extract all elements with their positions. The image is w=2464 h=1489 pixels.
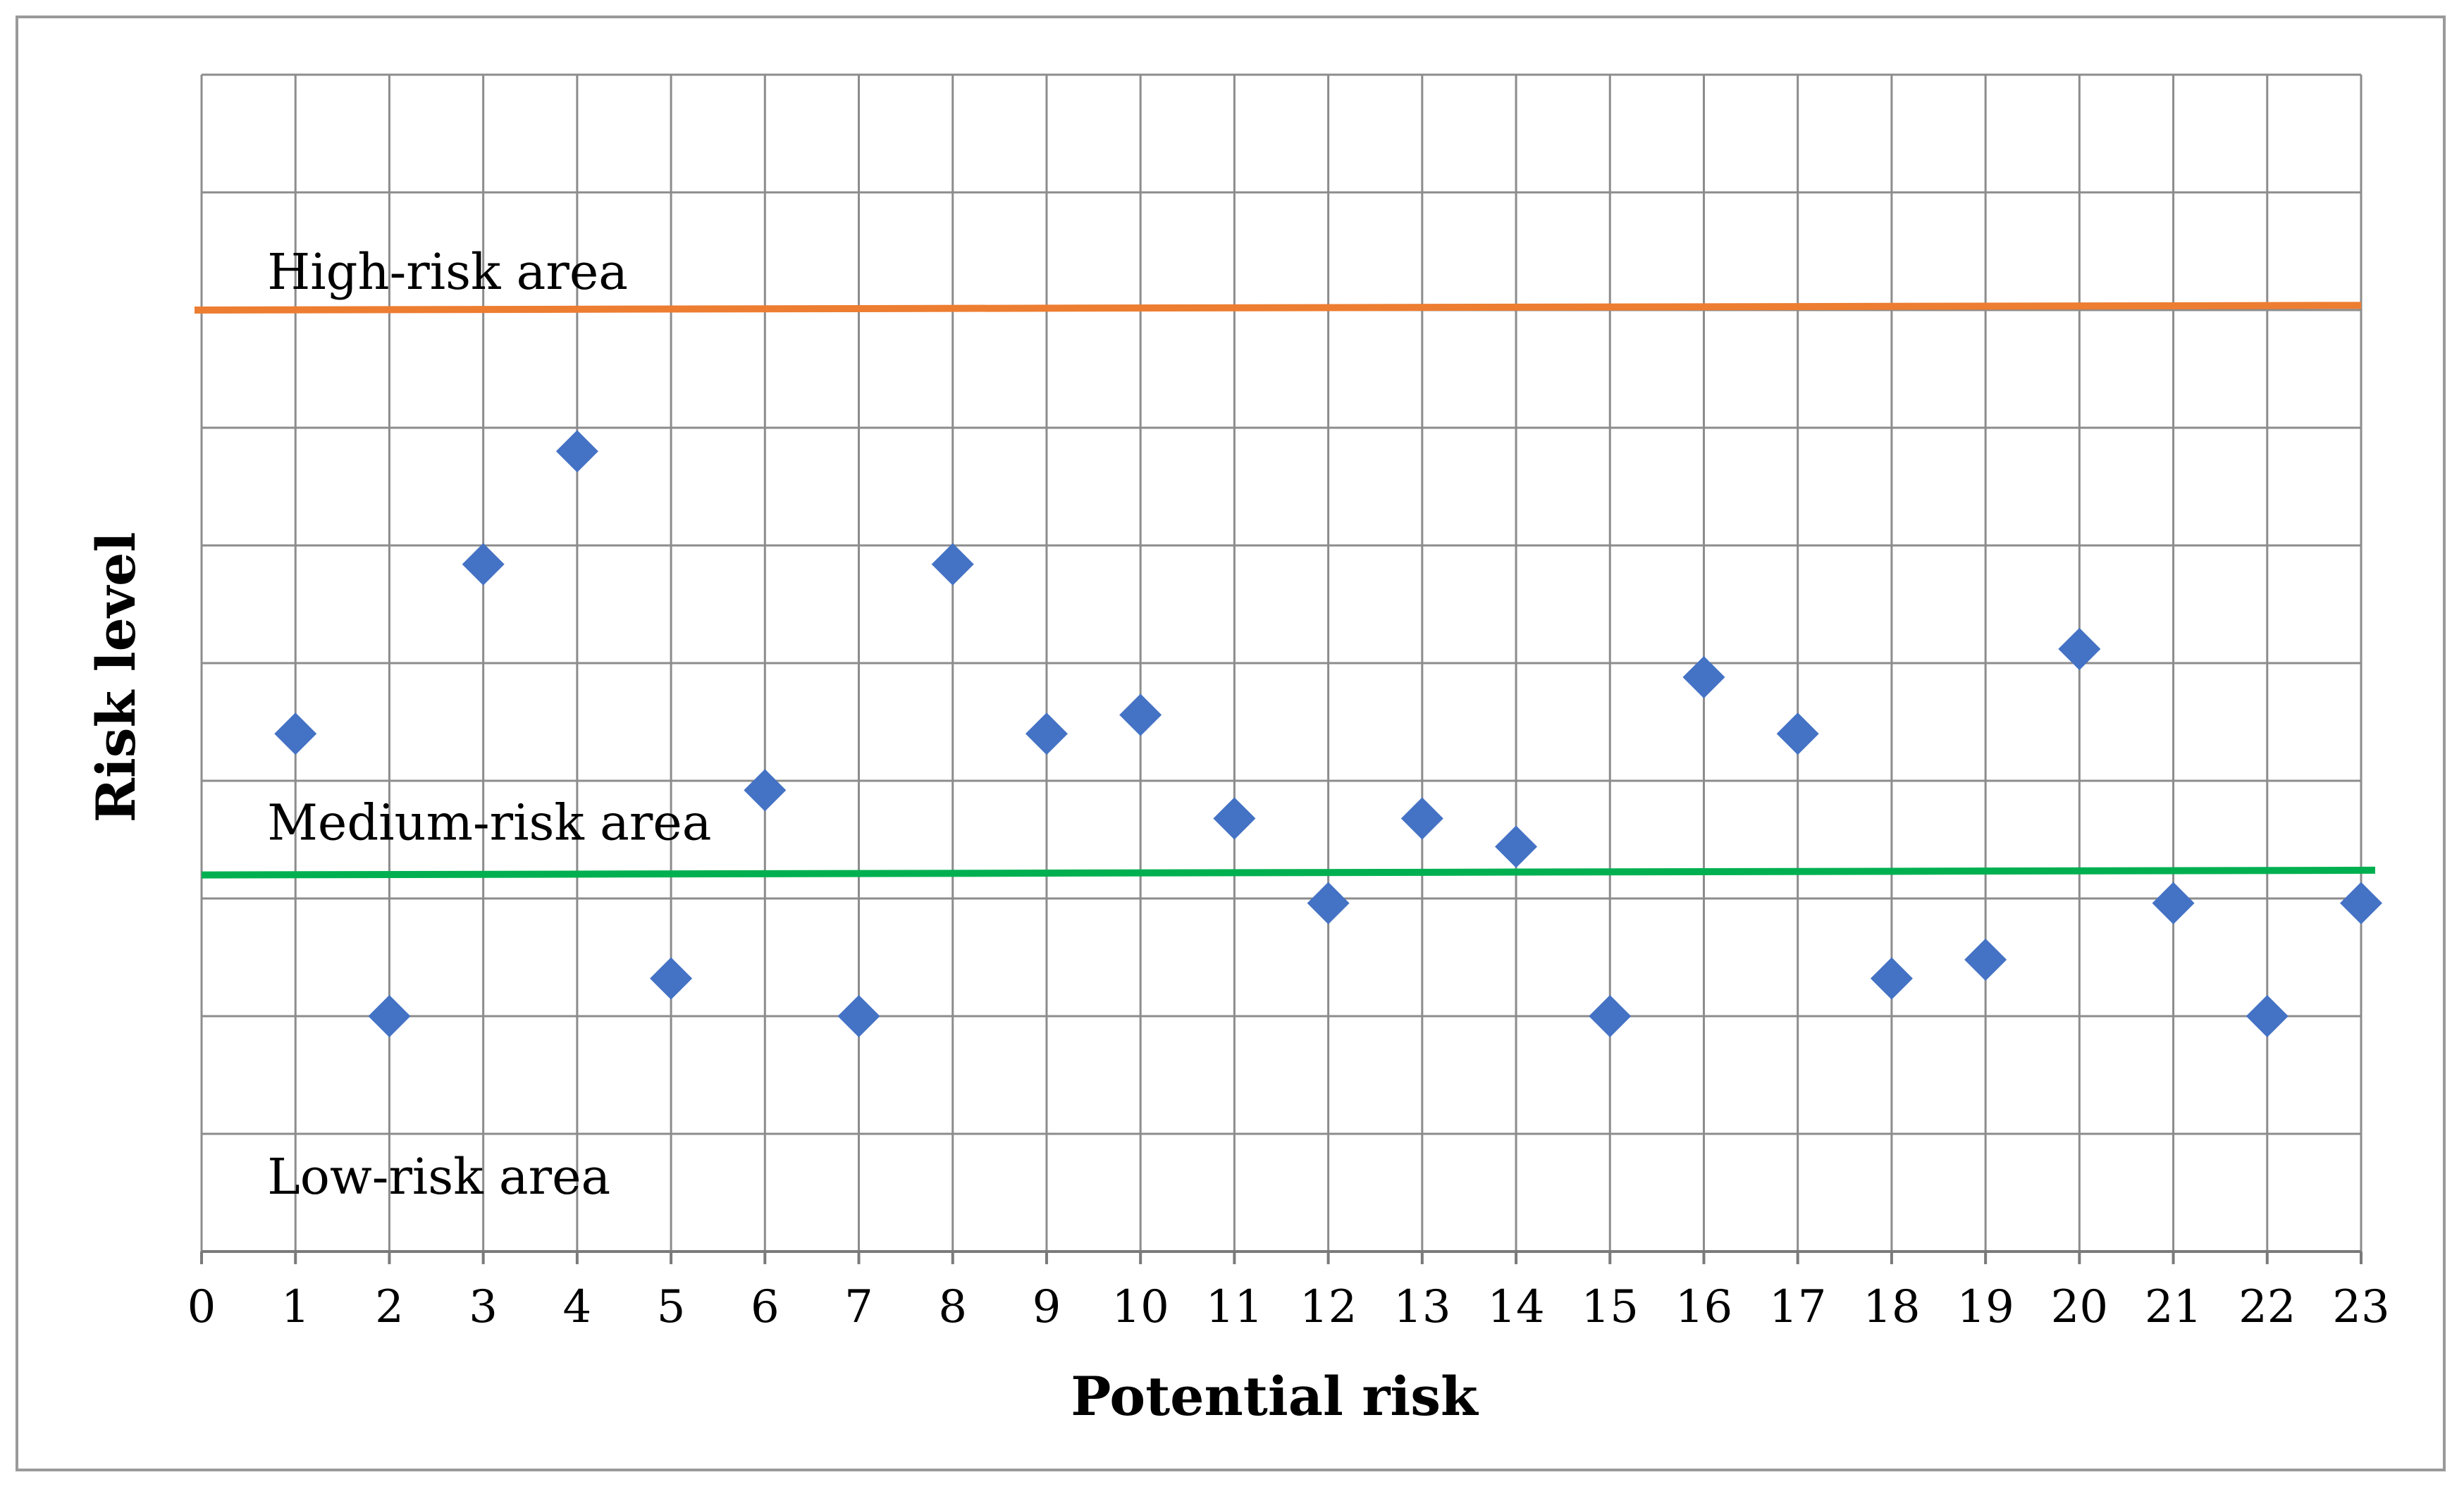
data-point-8 bbox=[931, 543, 974, 586]
high-risk-area-label: High-risk area bbox=[267, 243, 628, 301]
data-point-5 bbox=[650, 957, 693, 1000]
x-tick-label-1: 1 bbox=[281, 1281, 310, 1333]
x-tick-label-7: 7 bbox=[844, 1281, 873, 1333]
data-point-11 bbox=[1213, 797, 1256, 840]
threshold-lines bbox=[194, 302, 2376, 879]
x-tick-label-12: 12 bbox=[1300, 1281, 1357, 1333]
x-tick-label-0: 0 bbox=[187, 1281, 216, 1333]
area-labels: High-risk area Medium-risk area Low-risk a… bbox=[267, 243, 711, 1206]
x-tick-label-3: 3 bbox=[469, 1281, 498, 1333]
x-tick-labels: 0 1 2 3 4 5 6 7 8 9 10 11 12 13 14 15 16 17 18 19 20 21 22 23 bbox=[187, 1281, 2390, 1333]
medium-risk-area-label: Medium-risk area bbox=[267, 794, 711, 852]
x-tick-label-21: 21 bbox=[2145, 1281, 2202, 1333]
data-point-23 bbox=[2340, 882, 2382, 925]
data-point-3 bbox=[462, 543, 505, 586]
x-tick-label-8: 8 bbox=[938, 1281, 967, 1333]
data-point-7 bbox=[837, 995, 880, 1037]
medium-risk-threshold-line bbox=[201, 866, 2376, 879]
x-tick-label-23: 23 bbox=[2332, 1281, 2389, 1333]
data-point-22 bbox=[2246, 995, 2289, 1037]
x-tick-label-13: 13 bbox=[1393, 1281, 1450, 1333]
grid bbox=[200, 73, 2363, 1264]
data-point-19 bbox=[1964, 938, 2007, 981]
low-risk-area-label: Low-risk area bbox=[267, 1148, 610, 1206]
data-point-15 bbox=[1589, 995, 1632, 1037]
data-point-16 bbox=[1682, 656, 1725, 699]
x-tick-label-15: 15 bbox=[1582, 1281, 1639, 1333]
x-tick-label-17: 17 bbox=[1769, 1281, 1826, 1333]
x-tick-label-20: 20 bbox=[2051, 1281, 2108, 1333]
x-tick-label-5: 5 bbox=[657, 1281, 686, 1333]
x-tick-label-22: 22 bbox=[2238, 1281, 2296, 1333]
data-point-18 bbox=[1870, 957, 1913, 1000]
data-point-4 bbox=[555, 430, 598, 473]
chart-frame: High-risk area Medium-risk area Low-risk a… bbox=[16, 16, 2446, 1471]
x-tick-label-9: 9 bbox=[1033, 1281, 1061, 1333]
x-tick-label-6: 6 bbox=[751, 1281, 780, 1333]
x-axis-title: Potential risk bbox=[1071, 1365, 1479, 1428]
x-tick-label-19: 19 bbox=[1957, 1281, 2014, 1333]
data-point-9 bbox=[1025, 712, 1068, 755]
data-point-21 bbox=[2152, 882, 2195, 925]
x-tick-label-4: 4 bbox=[563, 1281, 592, 1333]
x-tick-label-18: 18 bbox=[1863, 1281, 1920, 1333]
data-point-6 bbox=[744, 769, 787, 812]
data-point-12 bbox=[1307, 882, 1350, 925]
x-tick-label-14: 14 bbox=[1487, 1281, 1544, 1333]
x-tick-label-11: 11 bbox=[1206, 1281, 1263, 1333]
risk-scatter-chart: High-risk area Medium-risk area Low-risk a… bbox=[85, 73, 2390, 1428]
high-risk-threshold-line bbox=[194, 302, 2362, 314]
x-tick-label-10: 10 bbox=[1111, 1281, 1169, 1333]
y-axis-title: Risk level bbox=[85, 532, 147, 823]
x-tick-label-16: 16 bbox=[1675, 1281, 1732, 1333]
data-point-17 bbox=[1776, 712, 1819, 755]
data-point-20 bbox=[2058, 627, 2101, 670]
data-point-10 bbox=[1119, 693, 1162, 736]
data-point-13 bbox=[1400, 797, 1443, 840]
data-point-2 bbox=[368, 995, 411, 1037]
data-point-1 bbox=[274, 712, 317, 755]
data-point-14 bbox=[1495, 825, 1538, 868]
x-tick-label-2: 2 bbox=[375, 1281, 404, 1333]
